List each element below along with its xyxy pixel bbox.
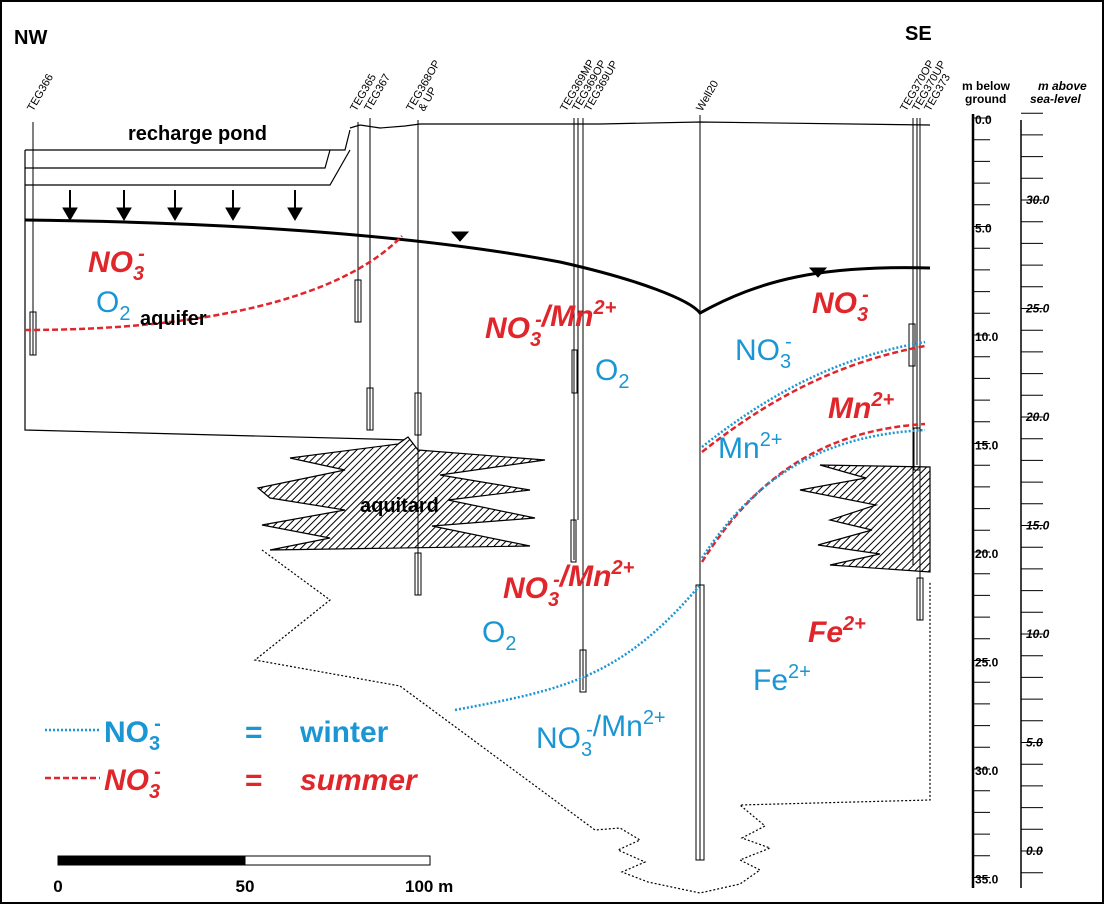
scale-title: m below	[962, 79, 1011, 93]
unit-label: recharge pond	[128, 123, 267, 145]
species-text: /Mn	[593, 710, 643, 743]
scale-title: sea-level	[1030, 92, 1081, 106]
subscript: 2	[618, 371, 629, 393]
unit-label: aquifer	[140, 308, 207, 330]
species-text: NO	[536, 722, 581, 755]
subscript: 2	[505, 633, 516, 655]
depth-label: 15.0	[975, 439, 999, 453]
species-text: Mn	[718, 432, 760, 465]
elevation-label: 0.0	[1026, 844, 1043, 858]
legend-season: summer	[300, 764, 419, 797]
unit-label: aquitard	[360, 495, 439, 517]
direction-label: NW	[14, 27, 47, 49]
subscript: 3	[530, 329, 541, 351]
superscript: 2+	[788, 661, 811, 683]
scale-bar-label: 100 m	[405, 877, 453, 896]
species-text: NO	[88, 246, 133, 279]
legend-season: winter	[299, 716, 389, 749]
subscript: 3	[149, 781, 160, 803]
depth-label: 25.0	[975, 656, 999, 670]
elevation-label: 25.0	[1025, 302, 1050, 316]
species-text: /Mn	[558, 560, 612, 593]
scale-title: m above	[1038, 79, 1087, 93]
superscript: 2+	[842, 613, 866, 635]
scale-bar-label: 0	[53, 877, 62, 896]
species-text: Fe	[753, 664, 788, 697]
species-text: NO	[735, 334, 780, 367]
subscript: 3	[548, 589, 559, 611]
superscript: -	[785, 331, 792, 353]
subscript: 3	[133, 263, 144, 285]
depth-label: 10.0	[975, 330, 999, 344]
elevation-label: 10.0	[1026, 627, 1050, 641]
subscript: 2	[119, 303, 130, 325]
superscript: -	[138, 243, 145, 265]
superscript: 2+	[760, 429, 783, 451]
depth-label: 30.0	[975, 764, 999, 778]
legend-equals: =	[245, 764, 263, 797]
depth-label: 5.0	[975, 222, 992, 236]
subscript: 3	[581, 739, 592, 761]
species-text: NO	[503, 572, 548, 605]
superscript: -	[154, 761, 161, 783]
superscript: 2+	[870, 389, 894, 411]
species-text: NO	[485, 312, 530, 345]
species-text: O	[96, 286, 119, 319]
elevation-label: 20.0	[1025, 410, 1050, 424]
direction-label: SE	[905, 23, 932, 45]
species-text: O	[595, 354, 618, 387]
superscript: -	[862, 284, 869, 306]
legend-equals: =	[245, 716, 263, 749]
species-text: NO	[812, 287, 857, 320]
species-text: NO	[104, 716, 149, 749]
depth-label: 20.0	[975, 547, 999, 561]
superscript: 2+	[592, 297, 616, 319]
elevation-label: 5.0	[1026, 736, 1043, 750]
species-text: O	[482, 616, 505, 649]
subscript: 3	[149, 733, 160, 755]
scale-title: ground	[965, 92, 1006, 106]
species-text: Mn	[828, 392, 871, 425]
cross-section: NW SE TEG366 TEG365 TEG367 TEG368OP & UP…	[0, 0, 1104, 904]
subscript: 3	[780, 351, 791, 373]
superscript: -	[586, 719, 593, 741]
depth-label: 35.0	[975, 873, 999, 887]
superscript: 2+	[643, 707, 666, 729]
species-text: /Mn	[540, 300, 594, 333]
scale-bar-label: 50	[236, 877, 255, 896]
species-text: NO	[104, 764, 149, 797]
elevation-label: 30.0	[1026, 193, 1050, 207]
superscript: 2+	[610, 557, 634, 579]
elevation-label: 15.0	[1026, 519, 1050, 533]
subscript: 3	[857, 304, 868, 326]
superscript: -	[154, 713, 161, 735]
depth-label: 0.0	[975, 113, 992, 127]
species-text: Fe	[808, 616, 843, 649]
